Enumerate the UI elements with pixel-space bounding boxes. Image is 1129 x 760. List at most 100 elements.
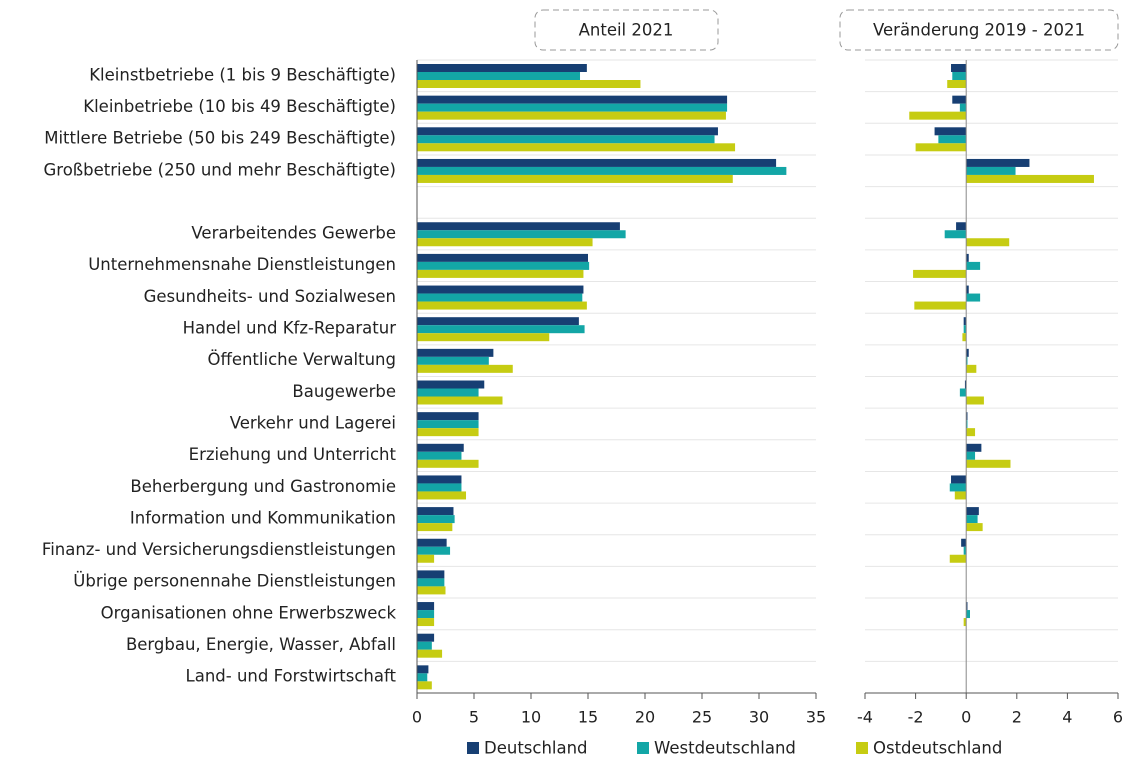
bar [417, 673, 428, 682]
bar [417, 578, 445, 587]
bar [417, 388, 479, 397]
category-label: Erziehung und Unterricht [189, 445, 397, 464]
bar [964, 380, 967, 389]
bar [417, 538, 447, 547]
bar [417, 356, 489, 365]
title-box [534, 9, 719, 51]
bar [963, 546, 967, 555]
bar [966, 166, 1016, 175]
bar [417, 649, 443, 658]
bar [966, 348, 969, 357]
legend-label: Westdeutschland [654, 739, 796, 758]
bar [966, 610, 970, 619]
bar [417, 633, 435, 642]
bar [417, 222, 620, 231]
legend-swatch [856, 742, 868, 754]
bar [914, 301, 967, 310]
category-label: Großbetriebe (250 und mehr Beschäftigte) [43, 160, 396, 179]
bar [417, 602, 435, 611]
bar [417, 348, 494, 357]
x-tick-label: 10 [521, 708, 541, 727]
bar [417, 103, 728, 112]
bar [417, 261, 590, 270]
category-label: Beherbergung und Gastronomie [130, 477, 396, 496]
bar [417, 641, 432, 650]
bar [417, 491, 467, 500]
bar [963, 618, 967, 627]
bar [417, 681, 432, 690]
legend-swatch [637, 742, 649, 754]
category-label: Verkehr und Lagerei [230, 413, 396, 432]
bar [963, 325, 967, 334]
bar [417, 174, 733, 183]
category-label: Kleinstbetriebe (1 bis 9 Beschäftigte) [89, 65, 396, 84]
bar [966, 396, 984, 405]
bar [913, 269, 967, 278]
category-label: Handel und Kfz-Reparatur [183, 319, 397, 338]
category-label: Baugewerbe [292, 382, 396, 401]
x-tick-label: 35 [806, 708, 826, 727]
category-label: Öffentliche Verwaltung [207, 350, 396, 369]
bar [966, 174, 1094, 183]
bar [417, 158, 777, 167]
bar [417, 238, 593, 247]
bar [959, 388, 967, 397]
bar [417, 554, 435, 563]
bar [417, 333, 550, 342]
bar [961, 538, 967, 547]
bar [417, 483, 462, 492]
bar [934, 127, 967, 136]
bar [417, 95, 728, 104]
bar [417, 293, 583, 302]
bar [915, 143, 967, 152]
bar [417, 475, 462, 484]
bar [966, 356, 968, 365]
category-label: Finanz- und Versicherungsdienstleistunge… [42, 540, 396, 559]
bar [417, 301, 587, 310]
x-tick-label: -2 [908, 708, 924, 727]
bar [966, 602, 968, 611]
x-tick-label: 4 [1062, 708, 1072, 727]
bar [417, 420, 479, 429]
x-tick-label: 20 [635, 708, 655, 727]
bar [417, 135, 715, 144]
x-tick-label: 5 [469, 708, 479, 727]
bar [966, 285, 969, 294]
bar [417, 428, 479, 437]
bar [417, 364, 513, 373]
bar [417, 459, 479, 468]
bar [417, 127, 718, 136]
bar [956, 222, 967, 231]
legend-label: Ostdeutschland [873, 739, 1002, 758]
bar [417, 285, 584, 294]
bar [417, 111, 726, 120]
bar [909, 111, 967, 120]
bar [951, 64, 967, 72]
bar [417, 317, 579, 326]
bar [417, 618, 435, 627]
bar [952, 95, 967, 104]
bar [417, 230, 626, 239]
bar [954, 491, 967, 500]
bar [417, 253, 588, 262]
panel-title: Veränderung 2019 - 2021 [873, 21, 1085, 40]
bar [417, 665, 429, 674]
bar [951, 475, 967, 484]
category-label: Unternehmensnahe Dienstleistungen [88, 255, 396, 274]
bar [966, 158, 1030, 167]
bar [417, 396, 503, 405]
bar [966, 238, 1010, 247]
legend-swatch [467, 742, 479, 754]
bar [417, 546, 451, 555]
title-box [839, 9, 1119, 51]
bar [966, 253, 969, 262]
category-label: Gesundheits- und Sozialwesen [144, 287, 396, 306]
bar [966, 420, 968, 429]
bar [417, 515, 455, 524]
category-label: Übrige personennahe Dienstleistungen [73, 572, 396, 591]
bar [966, 412, 968, 421]
bar [417, 451, 462, 460]
bar [963, 317, 967, 326]
bar [417, 325, 585, 334]
